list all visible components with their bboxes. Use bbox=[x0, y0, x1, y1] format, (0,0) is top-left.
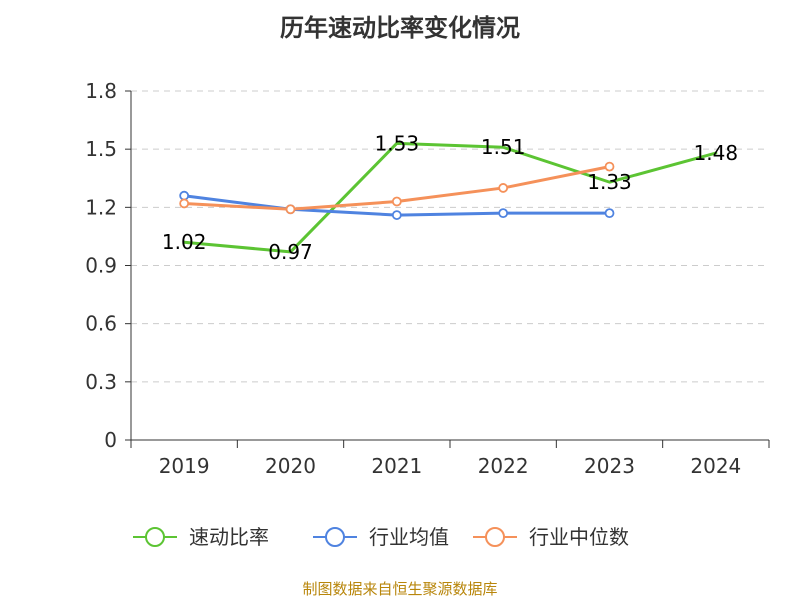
data-label: 1.53 bbox=[375, 131, 420, 155]
y-tick-label: 0.3 bbox=[85, 370, 117, 394]
y-tick-label: 0 bbox=[104, 428, 117, 452]
data-point bbox=[285, 204, 296, 215]
data-point bbox=[179, 198, 190, 209]
data-label: 1.48 bbox=[694, 141, 739, 165]
legend-marker-icon bbox=[325, 527, 345, 547]
x-tick-label: 2024 bbox=[690, 454, 741, 478]
legend-item-1: 行业均值 bbox=[313, 525, 449, 549]
chart-title: 历年速动比率变化情况 bbox=[280, 14, 520, 42]
y-tick-label: 0.6 bbox=[85, 312, 117, 336]
legend-label: 行业中位数 bbox=[529, 525, 629, 549]
y-tick-label: 1.5 bbox=[85, 137, 117, 161]
legend-marker-icon bbox=[485, 527, 505, 547]
x-tick-label: 2019 bbox=[159, 454, 210, 478]
data-point bbox=[391, 196, 402, 207]
y-tick-label: 0.9 bbox=[85, 254, 117, 278]
data-point bbox=[391, 210, 402, 220]
data-point bbox=[498, 208, 509, 219]
legend-label: 行业均值 bbox=[369, 525, 449, 549]
series-line-0 bbox=[182, 141, 718, 254]
data-point bbox=[179, 190, 190, 201]
data-label: 1.02 bbox=[162, 230, 207, 254]
y-tick-label: 1.2 bbox=[85, 195, 117, 219]
x-tick-label: 2020 bbox=[265, 454, 316, 478]
data-point bbox=[604, 208, 615, 219]
data-label: 1.33 bbox=[587, 170, 632, 194]
x-tick-label: 2022 bbox=[478, 454, 529, 478]
legend-marker-icon bbox=[145, 527, 165, 547]
x-tick-label: 2023 bbox=[584, 454, 635, 478]
data-label: 0.97 bbox=[268, 240, 313, 264]
x-tick-label: 2021 bbox=[371, 454, 422, 478]
legend-item-0: 速动比率 bbox=[133, 525, 269, 549]
legend-item-2: 行业中位数 bbox=[473, 525, 629, 549]
data-label: 1.51 bbox=[481, 135, 526, 159]
y-tick-label: 1.8 bbox=[85, 79, 117, 103]
data-point bbox=[498, 183, 509, 193]
legend-label: 速动比率 bbox=[189, 525, 269, 549]
data-point bbox=[604, 161, 615, 172]
source-note: 制图数据来自恒生聚源数据库 bbox=[302, 580, 498, 598]
